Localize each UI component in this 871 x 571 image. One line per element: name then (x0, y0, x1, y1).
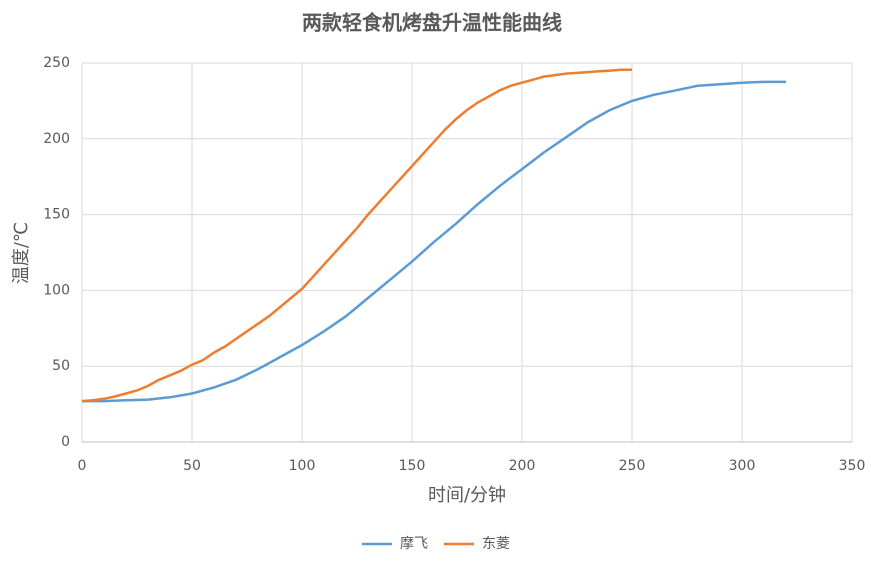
x-tick-label: 250 (619, 458, 646, 474)
y-tick-label: 150 (43, 207, 70, 223)
x-tick-label: 200 (509, 458, 536, 474)
x-tick-label: 0 (78, 458, 87, 474)
y-tick-label: 250 (43, 55, 70, 71)
y-tick-label: 100 (43, 282, 70, 298)
x-tick-label: 150 (399, 458, 426, 474)
y-tick-label: 50 (52, 358, 70, 374)
legend-label: 东菱 (482, 536, 510, 552)
x-tick-label: 50 (183, 458, 201, 474)
legend-label: 摩飞 (400, 535, 428, 552)
x-tick-label: 350 (839, 458, 866, 474)
chart-title: 两款轻食机烤盘升温性能曲线 (302, 11, 562, 35)
x-axis-label: 时间/分钟 (428, 485, 506, 506)
series-line (82, 80, 786, 403)
y-tick-label: 200 (43, 131, 70, 147)
y-tick-label: 0 (61, 434, 70, 450)
y-axis-label: 温度/℃ (11, 222, 32, 284)
series-line (81, 68, 632, 403)
x-tick-label: 300 (729, 458, 756, 474)
x-tick-label: 100 (289, 458, 316, 474)
